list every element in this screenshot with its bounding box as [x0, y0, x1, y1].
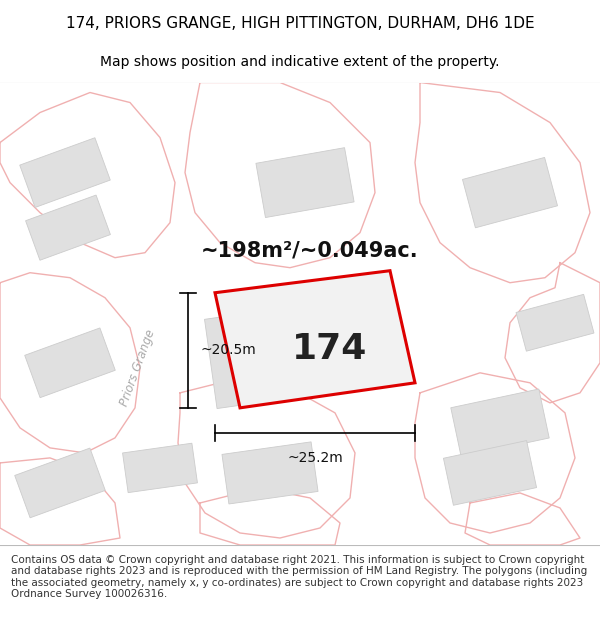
Polygon shape — [205, 297, 376, 409]
Polygon shape — [122, 443, 197, 493]
Text: 174: 174 — [292, 331, 368, 366]
Polygon shape — [215, 271, 415, 408]
Text: ~198m²/~0.049ac.: ~198m²/~0.049ac. — [201, 241, 419, 261]
Polygon shape — [222, 442, 318, 504]
Polygon shape — [256, 148, 354, 218]
Polygon shape — [443, 441, 536, 505]
Text: Map shows position and indicative extent of the property.: Map shows position and indicative extent… — [100, 55, 500, 69]
Text: ~20.5m: ~20.5m — [200, 343, 256, 357]
Text: 174, PRIORS GRANGE, HIGH PITTINGTON, DURHAM, DH6 1DE: 174, PRIORS GRANGE, HIGH PITTINGTON, DUR… — [65, 16, 535, 31]
Polygon shape — [451, 389, 549, 457]
Polygon shape — [20, 138, 110, 208]
Polygon shape — [463, 158, 557, 228]
Polygon shape — [26, 195, 110, 260]
Polygon shape — [25, 328, 115, 398]
Polygon shape — [15, 448, 105, 518]
Text: ~25.2m: ~25.2m — [287, 451, 343, 465]
Text: Contains OS data © Crown copyright and database right 2021. This information is : Contains OS data © Crown copyright and d… — [11, 554, 587, 599]
Text: Priors Grange: Priors Grange — [118, 328, 158, 408]
Polygon shape — [516, 294, 594, 351]
